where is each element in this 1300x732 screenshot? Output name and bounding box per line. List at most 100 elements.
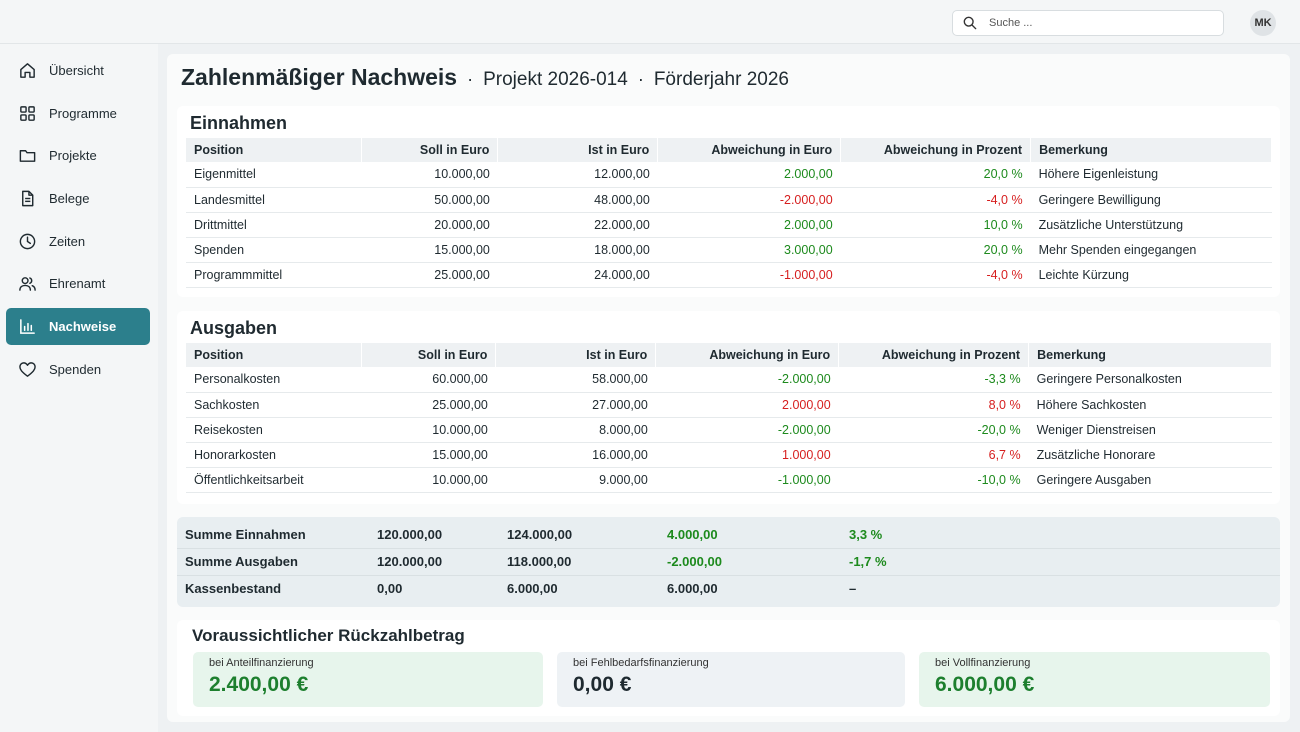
project-id: Projekt 2026-014 bbox=[483, 69, 628, 90]
search-input[interactable] bbox=[989, 17, 1209, 29]
sidebar-item-nachweise[interactable]: Nachweise bbox=[6, 308, 150, 345]
page-title: Zahlenmäßiger Nachweis · Projekt 2026-01… bbox=[181, 64, 789, 91]
rueckzahlung-card-fehlbedarf: bei Fehlbedarfsfinanzierung 0,00 € bbox=[557, 652, 905, 707]
cell-bemerkung: Leichte Kürzung bbox=[1030, 262, 1272, 288]
cell-abweichung-prozent: -4,0 % bbox=[840, 187, 1031, 213]
cell-position: Honorarkosten bbox=[186, 442, 362, 468]
table-row: Reisekosten 10.000,00 8.000,00 -2.000,00 -20… bbox=[186, 417, 1272, 443]
column-header: Bemerkung bbox=[1028, 343, 1272, 367]
cell-soll: 15.000,00 bbox=[361, 442, 496, 468]
search-box[interactable] bbox=[952, 10, 1224, 36]
cell-position: Reisekosten bbox=[186, 417, 362, 443]
summary-block: Summe Einnahmen 120.000,00 124.000,00 4.000… bbox=[177, 517, 1280, 607]
cell-abweichung-euro: 1.000,00 bbox=[655, 442, 839, 468]
sidebar-item-label: Zeiten bbox=[49, 234, 86, 249]
table-row: Landesmittel 50.000,00 48.000,00 -2.000,00-… bbox=[186, 187, 1272, 213]
page-title-text: Zahlenmäßiger Nachweis bbox=[181, 64, 458, 90]
column-header: Soll in Euro bbox=[361, 138, 499, 162]
sidebar-item-projekte[interactable]: Projekte bbox=[6, 137, 150, 174]
main-content: Zahlenmäßiger Nachweis · Projekt 2026-01… bbox=[167, 54, 1290, 722]
cell-soll: 25.000,00 bbox=[361, 392, 496, 418]
sidebar-item-label: Übersicht bbox=[49, 63, 104, 78]
sidebar-item-uebersicht[interactable]: Übersicht bbox=[6, 52, 150, 89]
column-header: Soll in Euro bbox=[361, 343, 497, 367]
cell-abweichung-prozent: 3,3 % bbox=[841, 521, 1021, 549]
sidebar-item-belege[interactable]: Belege bbox=[6, 180, 150, 217]
table-row: Spenden 15.000,00 18.000,00 3.000,00 20,0 % M… bbox=[186, 237, 1272, 263]
table-row: Sachkosten 25.000,00 27.000,00 2.000,00 8,0 … bbox=[186, 392, 1272, 418]
cell-ist: 9.000,00 bbox=[495, 467, 656, 493]
rueckzahlung-card-anteil: bei Anteilfinanzierung 2.400,00 € bbox=[193, 652, 543, 707]
cell-abweichung-prozent: 8,0 % bbox=[838, 392, 1029, 418]
summary-row: Summe Einnahmen 120.000,00 124.000,00 4.000… bbox=[177, 521, 1280, 549]
card-label: bei Vollfinanzierung bbox=[935, 657, 1031, 669]
cell-position: Sachkosten bbox=[186, 392, 362, 418]
cell-ist: 24.000,00 bbox=[497, 262, 658, 288]
sidebar-item-label: Ehrenamt bbox=[49, 276, 106, 291]
column-header: Abweichung in Euro bbox=[655, 343, 840, 367]
clock-icon bbox=[19, 233, 36, 250]
cell-abweichung-prozent: 20,0 % bbox=[840, 237, 1031, 263]
einnahmen-heading: Einnahmen bbox=[190, 113, 288, 133]
table-row: Drittmittel 20.000,00 22.000,00 2.000,00 10,… bbox=[186, 212, 1272, 238]
sidebar-item-spenden[interactable]: Spenden bbox=[6, 351, 150, 388]
title-separator: · bbox=[467, 69, 474, 89]
rueckzahlung-section: Voraussichtlicher Rückzahlbetrag bei Ant… bbox=[177, 620, 1280, 716]
rueckzahlung-heading: Voraussichtlicher Rückzahlbetrag bbox=[192, 626, 465, 645]
cell-ist: 8.000,00 bbox=[495, 417, 656, 443]
cell-abweichung-euro: 6.000,00 bbox=[667, 581, 718, 597]
cell-soll: 50.000,00 bbox=[361, 187, 498, 213]
column-header: Abweichung in Prozent bbox=[838, 343, 1030, 367]
cell-bemerkung: Geringere Personalkosten bbox=[1028, 367, 1272, 393]
grid-icon bbox=[20, 106, 35, 121]
einnahmen-table: Position Soll in Euro Ist in Euro Abweic… bbox=[186, 138, 1272, 288]
column-header: Bemerkung bbox=[1030, 138, 1272, 162]
cell-bemerkung: Geringere Bewilligung bbox=[1030, 187, 1272, 213]
avatar[interactable]: MK bbox=[1250, 10, 1276, 36]
sidebar-item-programme[interactable]: Programme bbox=[6, 95, 150, 132]
cell-soll: 10.000,00 bbox=[361, 162, 498, 188]
summary-row: Kassenbestand 0,00 6.000,00 6.000,00 – bbox=[177, 575, 1280, 602]
cell-ist: 48.000,00 bbox=[497, 187, 658, 213]
cell-abweichung-euro: -2.000,00 bbox=[655, 367, 839, 393]
cell-position: Landesmittel bbox=[186, 187, 362, 213]
table-row: Honorarkosten 15.000,00 16.000,00 1.000,00 6… bbox=[186, 442, 1272, 468]
card-value: 6.000,00 € bbox=[935, 673, 1035, 696]
card-value: 2.400,00 € bbox=[209, 673, 309, 696]
cell-soll: 15.000,00 bbox=[361, 237, 498, 263]
cell-abweichung-prozent: – bbox=[849, 581, 857, 597]
cell-abweichung-euro: -2.000,00 bbox=[655, 417, 839, 443]
bar-chart-icon bbox=[20, 319, 35, 334]
cell-position: Personalkosten bbox=[186, 367, 362, 393]
einnahmen-section: Einnahmen Position Soll in Euro Ist in E… bbox=[177, 106, 1280, 297]
sidebar-item-label: Spenden bbox=[49, 362, 102, 377]
sidebar-item-label: Belege bbox=[49, 191, 90, 206]
table-header-row: Position Soll in Euro Ist in Euro Abweic… bbox=[186, 138, 1272, 162]
sidebar-item-label: Nachweise bbox=[49, 319, 117, 334]
sidebar-item-zeiten[interactable]: Zeiten bbox=[6, 223, 150, 260]
cell-abweichung-euro: -2.000,00 bbox=[657, 187, 841, 213]
cell-soll: 60.000,00 bbox=[361, 367, 496, 393]
summary-row: Summe Ausgaben 120.000,00 118.000,00 -2.000… bbox=[177, 548, 1280, 576]
table-row: Öffentlichkeitsarbeit 10.000,00 9.000,00 -1… bbox=[186, 467, 1272, 493]
table-row: Eigenmittel 10.000,00 12.000,00 2.000,00 20,… bbox=[186, 162, 1272, 188]
title-separator: · bbox=[637, 69, 644, 89]
ausgaben-heading: Ausgaben bbox=[190, 318, 278, 338]
column-header: Abweichung in Euro bbox=[657, 138, 842, 162]
sidebar: Übersicht Programme Projekte Belege Zeit… bbox=[0, 44, 158, 732]
sidebar-item-ehrenamt[interactable]: Ehrenamt bbox=[6, 265, 150, 302]
cell-bemerkung: Weniger Dienstreisen bbox=[1028, 417, 1272, 443]
row-label: Summe Ausgaben bbox=[177, 548, 369, 576]
cell-bemerkung: Höhere Sachkosten bbox=[1028, 392, 1272, 418]
cell-soll: 25.000,00 bbox=[361, 262, 498, 288]
cell-ist: 22.000,00 bbox=[497, 212, 658, 238]
cell-soll: 120.000,00 bbox=[369, 521, 499, 549]
cell-abweichung-prozent: -3,3 % bbox=[838, 367, 1029, 393]
cell-abweichung-prozent: 6,7 % bbox=[838, 442, 1029, 468]
cell-bemerkung: Höhere Eigenleistung bbox=[1030, 162, 1272, 188]
row-label: Summe Einnahmen bbox=[177, 521, 369, 549]
cell-abweichung-prozent: -10,0 % bbox=[838, 467, 1029, 493]
cell-bemerkung: Geringere Ausgaben bbox=[1028, 467, 1272, 493]
cell-ist: 6.000,00 bbox=[507, 581, 558, 597]
summary-table: Summe Einnahmen 120.000,00 124.000,00 4.000… bbox=[177, 521, 1280, 602]
